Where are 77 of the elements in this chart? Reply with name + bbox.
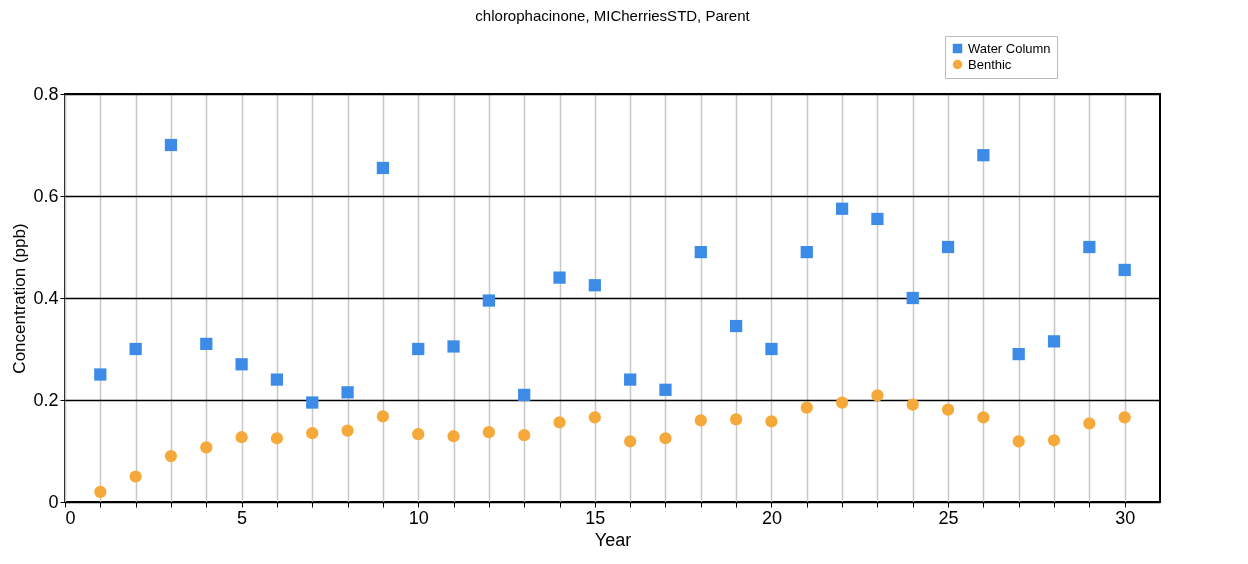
point [835, 396, 849, 409]
point [1083, 417, 1096, 430]
point [94, 485, 107, 498]
point [270, 373, 284, 386]
point [1083, 240, 1096, 254]
point [482, 426, 495, 439]
point [694, 245, 707, 259]
point [977, 149, 990, 162]
point [341, 424, 354, 437]
point [871, 212, 884, 226]
x-tick-label: 0 [65, 507, 76, 528]
point [659, 432, 672, 445]
point [1012, 347, 1025, 361]
point [235, 358, 248, 371]
point [447, 430, 460, 443]
x-tick-label: 10 [408, 507, 429, 528]
chart-title: chlorophacinone, MICherriesSTD, Parent [475, 6, 751, 24]
point [306, 396, 319, 409]
point [553, 271, 566, 284]
point [482, 294, 495, 307]
point [518, 429, 531, 442]
point [164, 138, 178, 152]
point [1118, 411, 1131, 424]
point [1047, 434, 1061, 447]
point [518, 388, 531, 402]
point [765, 342, 778, 356]
point [235, 431, 248, 444]
point [376, 161, 390, 175]
point [129, 470, 142, 483]
point [906, 398, 919, 411]
x-tick-label: 5 [237, 507, 248, 528]
point [270, 432, 284, 445]
point [765, 415, 778, 428]
x-tick-label: 20 [761, 507, 782, 528]
point [1047, 335, 1061, 348]
point [906, 291, 919, 305]
point [694, 414, 707, 427]
point [412, 428, 425, 441]
x-tick-label: 25 [938, 507, 959, 528]
point [412, 342, 425, 356]
point [200, 441, 213, 454]
point [306, 427, 319, 440]
point [553, 416, 566, 429]
point [730, 319, 743, 333]
point [94, 368, 107, 381]
point [941, 240, 955, 254]
point [376, 410, 390, 423]
x-tick-label: 30 [1115, 507, 1136, 528]
point [129, 342, 142, 356]
point [659, 383, 672, 396]
point [800, 245, 813, 259]
point [447, 340, 460, 353]
y-tick-label: 0.2 [33, 389, 59, 410]
y-tick-label: 0.6 [33, 185, 59, 206]
point [730, 413, 743, 426]
x-tick-label: 15 [585, 507, 606, 528]
point [341, 386, 354, 399]
point [624, 373, 637, 386]
y-axis-title: Concentration (ppb) [10, 223, 30, 374]
point [1012, 435, 1025, 448]
point [977, 411, 990, 424]
point [871, 389, 884, 402]
point [200, 337, 213, 351]
point [941, 403, 955, 416]
y-tick-label: 0 [48, 491, 59, 512]
y-tick-label: 0.8 [33, 83, 59, 104]
point [588, 279, 601, 292]
point [1118, 263, 1131, 277]
legend-label: Benthic [968, 56, 1012, 72]
x-axis-title: Year [594, 529, 632, 550]
point [624, 435, 637, 448]
point [800, 401, 813, 414]
point [588, 411, 601, 424]
y-tick-label: 0.4 [33, 287, 59, 308]
point [835, 202, 849, 215]
legend-label: Water Column [968, 40, 1051, 56]
point [164, 449, 178, 463]
